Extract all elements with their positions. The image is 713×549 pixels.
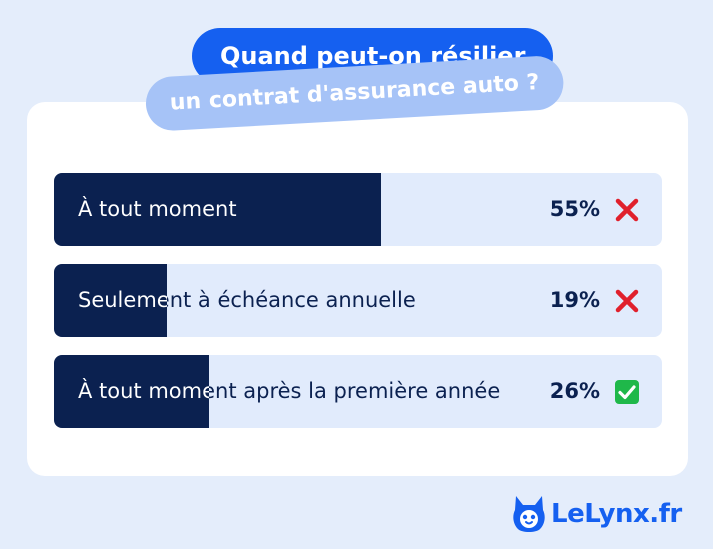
bar-label: À tout moment après la première année [78, 355, 500, 428]
cross-icon [615, 198, 639, 222]
cross-icon [615, 289, 639, 313]
bar-row: À tout moment 55% [54, 173, 662, 246]
check-icon [615, 380, 639, 404]
bar-label: À tout moment [78, 173, 237, 246]
bar-label: Seulement à échéance annuelle [78, 264, 416, 337]
bar-fill [54, 264, 167, 337]
bar-fill [54, 173, 381, 246]
bar-value-label: 19% [549, 288, 600, 312]
bar-value-label: 26% [549, 379, 600, 403]
bar-fill [54, 355, 209, 428]
bar-row: Seulement à échéance annuelle 19% [54, 264, 662, 337]
brand-name: LeLynx.fr [551, 499, 682, 529]
bar-value-label: 55% [549, 197, 600, 221]
lynx-icon [513, 496, 545, 532]
lelynx-logo: LeLynx.fr [512, 494, 682, 534]
bar-row: À tout moment après la première année 26% [54, 355, 662, 428]
